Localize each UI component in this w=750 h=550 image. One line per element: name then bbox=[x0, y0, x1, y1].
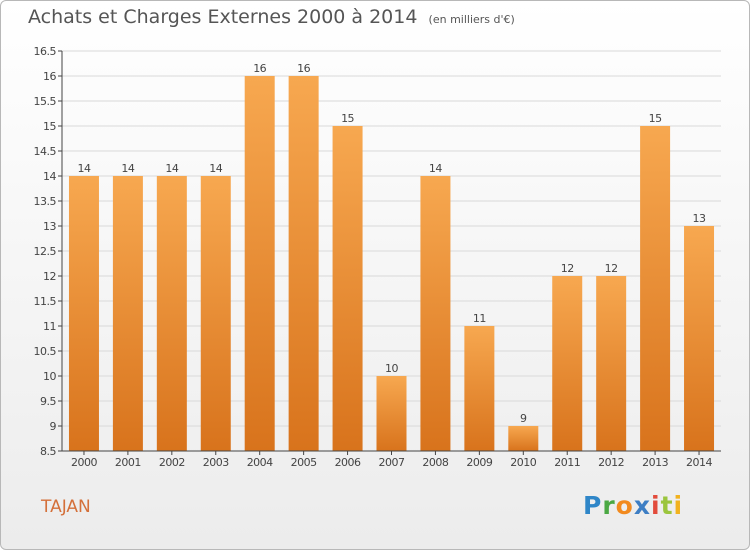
bar bbox=[332, 126, 363, 451]
logo-letter: P bbox=[583, 491, 603, 520]
x-tick-label: 2013 bbox=[642, 456, 668, 469]
bar-value-label: 11 bbox=[473, 312, 486, 325]
y-tick-label: 10.5 bbox=[34, 345, 57, 358]
y-tick-label: 12.5 bbox=[34, 245, 57, 258]
logo-letter: t bbox=[660, 491, 674, 520]
logo-letter: r bbox=[602, 491, 616, 520]
x-tick-label: 2008 bbox=[422, 456, 448, 469]
y-tick-label: 13.5 bbox=[34, 195, 57, 208]
bar-value-label: 14 bbox=[121, 162, 134, 175]
bar-value-label: 16 bbox=[253, 62, 266, 75]
y-tick-label: 8.5 bbox=[40, 445, 56, 458]
bar-value-label: 12 bbox=[605, 262, 618, 275]
chart-title: Achats et Charges Externes 2000 à 2014 bbox=[28, 6, 418, 28]
bar bbox=[200, 176, 231, 451]
bar-value-label: 15 bbox=[649, 112, 662, 125]
bar bbox=[112, 176, 143, 451]
bar-value-label: 13 bbox=[693, 212, 706, 225]
bar bbox=[640, 126, 671, 451]
bar bbox=[244, 76, 275, 451]
bar-value-label: 9 bbox=[520, 412, 527, 425]
chart-subtitle: (en milliers d'€) bbox=[428, 13, 515, 26]
bar-value-label: 14 bbox=[165, 162, 178, 175]
x-tick-label: 2011 bbox=[554, 456, 580, 469]
logo-letter: o bbox=[615, 491, 634, 520]
proxiti-logo: Proxiti bbox=[583, 491, 683, 520]
y-tick-label: 11.5 bbox=[34, 295, 57, 308]
title-row: Achats et Charges Externes 2000 à 2014 (… bbox=[28, 6, 515, 28]
x-tick-label: 2014 bbox=[686, 456, 712, 469]
bar-value-label: 16 bbox=[297, 62, 310, 75]
logo-letter: i bbox=[673, 491, 684, 520]
bar bbox=[420, 176, 451, 451]
x-tick-label: 2006 bbox=[335, 456, 361, 469]
y-tick-label: 15 bbox=[43, 120, 56, 133]
bar-value-label: 14 bbox=[429, 162, 442, 175]
x-tick-label: 2007 bbox=[379, 456, 405, 469]
bar bbox=[552, 276, 583, 451]
bar bbox=[376, 376, 407, 451]
bar bbox=[156, 176, 187, 451]
x-tick-label: 2002 bbox=[159, 456, 185, 469]
y-tick-label: 9.5 bbox=[40, 395, 56, 408]
bar bbox=[596, 276, 627, 451]
logo-letter: x bbox=[633, 491, 651, 520]
x-tick-label: 2003 bbox=[203, 456, 229, 469]
x-tick-label: 2009 bbox=[466, 456, 492, 469]
bar-value-label: 15 bbox=[341, 112, 354, 125]
bar-value-label: 14 bbox=[209, 162, 222, 175]
y-tick-label: 9 bbox=[50, 420, 57, 433]
y-tick-label: 16 bbox=[43, 70, 56, 83]
city-label: TAJAN bbox=[41, 497, 91, 517]
axes: 8.599.51010.51111.51212.51313.51414.5151… bbox=[34, 45, 721, 469]
bar bbox=[288, 76, 319, 451]
bar bbox=[68, 176, 99, 451]
x-tick-label: 2005 bbox=[291, 456, 317, 469]
x-tick-label: 2001 bbox=[115, 456, 141, 469]
logo-letter: i bbox=[651, 491, 661, 520]
bars: 14 14 14 14 16 16 15 10 14 11 9 12 12 15 13 bbox=[68, 62, 715, 451]
bar bbox=[684, 226, 715, 451]
bar bbox=[464, 326, 495, 451]
x-tick-label: 2000 bbox=[71, 456, 97, 469]
x-tick-label: 2010 bbox=[510, 456, 536, 469]
x-tick-label: 2012 bbox=[598, 456, 624, 469]
y-tick-label: 11 bbox=[43, 320, 56, 333]
bar-value-label: 14 bbox=[77, 162, 90, 175]
bar-value-label: 10 bbox=[385, 362, 398, 375]
y-tick-label: 15.5 bbox=[34, 95, 57, 108]
x-tick-label: 2004 bbox=[247, 456, 273, 469]
y-tick-label: 14.5 bbox=[34, 145, 57, 158]
bar bbox=[508, 426, 539, 451]
y-tick-label: 10 bbox=[43, 370, 56, 383]
y-tick-label: 13 bbox=[43, 220, 56, 233]
y-tick-label: 12 bbox=[43, 270, 56, 283]
y-tick-label: 14 bbox=[43, 170, 56, 183]
bar-value-label: 12 bbox=[561, 262, 574, 275]
y-tick-label: 16.5 bbox=[34, 45, 57, 58]
